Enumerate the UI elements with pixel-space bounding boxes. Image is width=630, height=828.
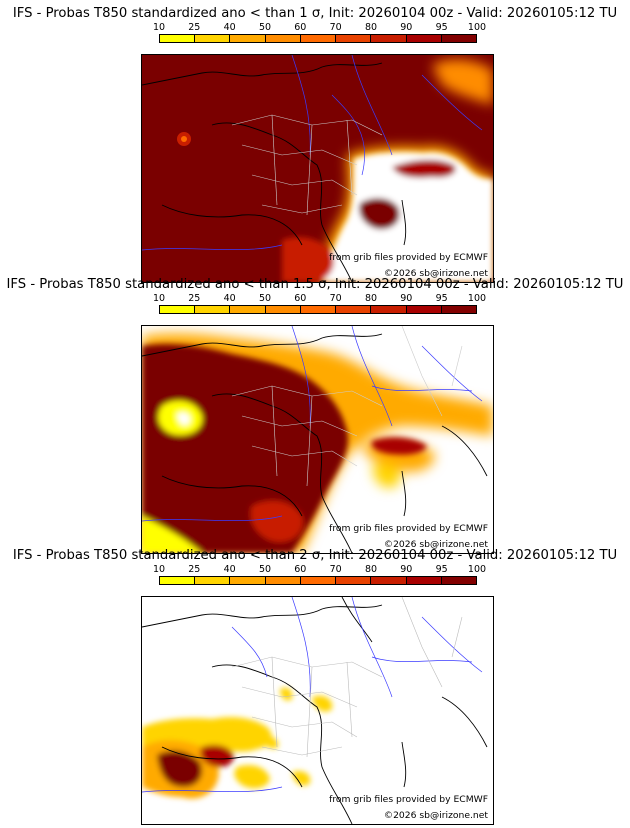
colorbar-swatch xyxy=(230,306,266,313)
source-credit: from grib files provided by ECMWF xyxy=(329,794,488,805)
tick-label: 80 xyxy=(364,564,378,575)
colorbar-labels: 10 25 40 50 60 70 80 90 95 100 xyxy=(153,293,486,304)
tick-label: 10 xyxy=(152,22,166,33)
tick-label: 10 xyxy=(152,564,166,575)
colorbar-swatch xyxy=(300,306,337,313)
panel-title: IFS - Probas T850 standardized ano < tha… xyxy=(6,277,624,292)
colorbar-swatch xyxy=(195,306,231,313)
tick-label: 90 xyxy=(400,22,413,33)
tick-label: 80 xyxy=(364,293,378,304)
colorbar-swatch xyxy=(336,577,372,584)
tick-label: 95 xyxy=(435,22,448,33)
probability-map: from grib files provided by ECMWF ©2026 … xyxy=(141,325,494,554)
colorbar-swatch xyxy=(441,35,476,42)
tick-label: 70 xyxy=(329,293,342,304)
colorbar-swatch xyxy=(265,35,301,42)
colorbar-swatch xyxy=(160,306,196,313)
colorbar-labels: 10 25 40 50 60 70 80 90 95 100 xyxy=(153,564,486,575)
tick-label: 100 xyxy=(467,293,487,304)
copyright: ©2026 sb@irizone.net xyxy=(383,268,488,279)
tick-label: 90 xyxy=(400,293,413,304)
tick-label: 60 xyxy=(294,564,307,575)
colorbar-swatch xyxy=(160,577,196,584)
tick-label: 90 xyxy=(400,564,413,575)
colorbar-swatch xyxy=(230,35,266,42)
tick-label: 70 xyxy=(329,564,342,575)
colorbar-swatch xyxy=(406,306,442,313)
probability-map: from grib files provided by ECMWF ©2026 … xyxy=(141,596,494,825)
tick-label: 40 xyxy=(223,564,236,575)
panel-1sigma: IFS - Probas T850 standardized ano < tha… xyxy=(0,6,630,283)
colorbar-swatch xyxy=(406,35,442,42)
colorbar-swatch xyxy=(195,577,231,584)
colorbar-swatch xyxy=(300,35,337,42)
colorbar-swatch xyxy=(371,35,407,42)
tick-label: 50 xyxy=(258,293,272,304)
tick-label: 80 xyxy=(364,22,378,33)
panel-title: IFS - Probas T850 standardized ano < tha… xyxy=(12,548,618,563)
tick-label: 25 xyxy=(188,22,201,33)
colorbar-swatch xyxy=(160,35,196,42)
colorbar-swatch xyxy=(441,577,476,584)
colorbar-labels: 10 25 40 50 60 70 80 90 95 100 xyxy=(153,22,486,33)
tick-label: 70 xyxy=(329,22,342,33)
colorbar xyxy=(159,305,477,314)
tick-label: 60 xyxy=(294,293,307,304)
tick-label: 40 xyxy=(223,22,236,33)
map-graphic xyxy=(142,597,493,824)
tick-label: 95 xyxy=(435,293,448,304)
copyright: ©2026 sb@irizone.net xyxy=(383,539,488,550)
tick-label: 50 xyxy=(258,22,272,33)
colorbar-swatch xyxy=(230,577,266,584)
tick-label: 25 xyxy=(188,564,201,575)
colorbar-swatch xyxy=(406,577,442,584)
tick-label: 10 xyxy=(152,293,166,304)
colorbar xyxy=(159,576,477,585)
copyright: ©2026 sb@irizone.net xyxy=(383,810,488,821)
source-credit: from grib files provided by ECMWF xyxy=(329,523,488,534)
probability-map: from grib files provided by ECMWF ©2026 … xyxy=(141,54,494,283)
colorbar-swatch xyxy=(441,306,476,313)
tick-label: 100 xyxy=(467,22,487,33)
tick-label: 50 xyxy=(258,564,272,575)
tick-label: 40 xyxy=(223,293,236,304)
tick-label: 100 xyxy=(467,564,487,575)
source-credit: from grib files provided by ECMWF xyxy=(329,252,488,263)
tick-label: 60 xyxy=(294,22,307,33)
panel-2sigma: IFS - Probas T850 standardized ano < tha… xyxy=(0,548,630,825)
colorbar xyxy=(159,34,477,43)
colorbar-swatch xyxy=(195,35,231,42)
colorbar-swatch xyxy=(265,577,301,584)
colorbar-swatch xyxy=(300,577,337,584)
panel-1-5sigma: IFS - Probas T850 standardized ano < tha… xyxy=(0,277,630,554)
colorbar-swatch xyxy=(371,577,407,584)
map-graphic xyxy=(142,55,493,282)
map-graphic xyxy=(142,326,493,553)
colorbar-swatch xyxy=(371,306,407,313)
colorbar-swatch xyxy=(265,306,301,313)
panel-title: IFS - Probas T850 standardized ano < tha… xyxy=(12,6,618,21)
tick-label: 95 xyxy=(435,564,448,575)
colorbar-swatch xyxy=(336,35,372,42)
colorbar-swatch xyxy=(336,306,372,313)
tick-label: 25 xyxy=(188,293,201,304)
